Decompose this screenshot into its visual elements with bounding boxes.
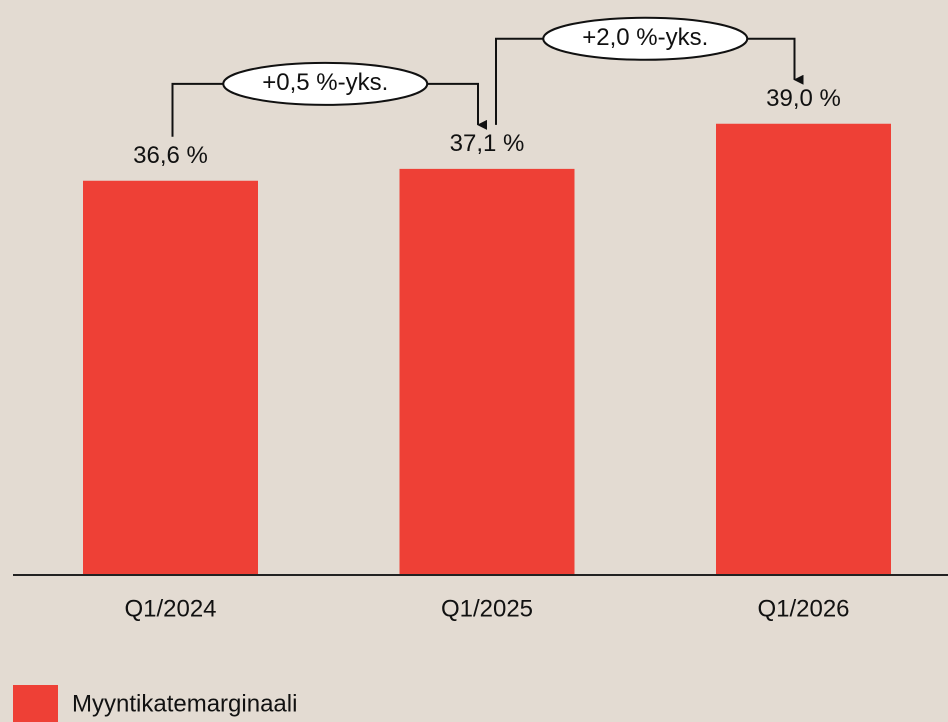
x-tick-label: Q1/2024 xyxy=(124,595,216,622)
bar xyxy=(399,168,575,575)
annotation-bubble xyxy=(542,16,749,61)
annotation-bubble xyxy=(222,61,429,106)
legend-swatch xyxy=(13,685,58,722)
annotation-text: +2,0 %-yks. xyxy=(582,24,708,51)
bar xyxy=(716,123,891,575)
x-tick-label: Q1/2025 xyxy=(441,595,533,622)
value-label: 37,1 % xyxy=(450,130,525,157)
legend-label: Myyntikatemarginaali xyxy=(72,690,297,717)
value-label: 39,0 % xyxy=(766,85,841,112)
annotation-text: +0,5 %-yks. xyxy=(262,69,388,96)
bar xyxy=(83,180,258,575)
x-tick-label: Q1/2026 xyxy=(757,595,849,622)
value-label: 36,6 % xyxy=(133,142,208,169)
